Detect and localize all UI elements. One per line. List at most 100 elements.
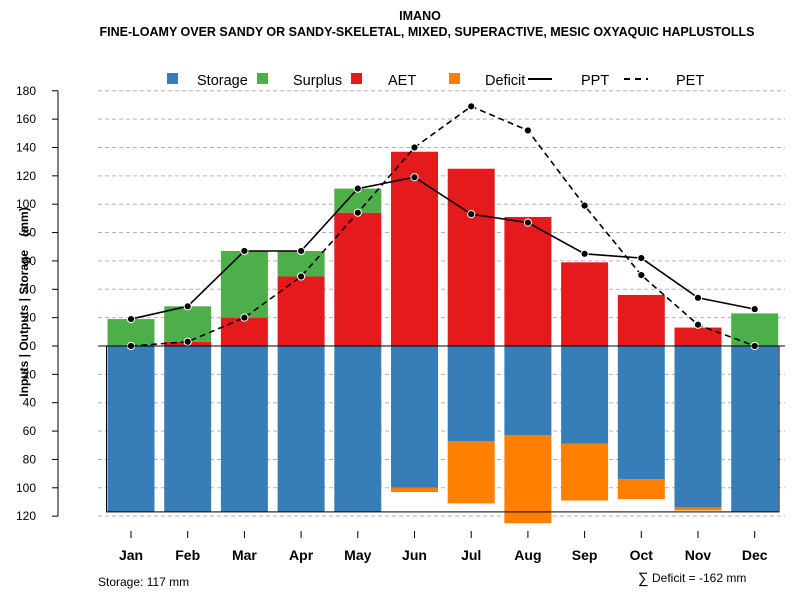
pet-line xyxy=(130,105,755,347)
storage-bar-mar xyxy=(220,346,268,512)
aet-bar-jul xyxy=(447,168,495,346)
storage-bar-oct xyxy=(617,346,665,480)
x-tick-label-may: May xyxy=(344,547,371,563)
y-tick-label: 80 xyxy=(23,226,37,240)
x-tick-label-jul: Jul xyxy=(461,547,481,563)
aet-bar-may xyxy=(334,212,382,346)
storage-bar-aug xyxy=(504,346,552,436)
deficit-bar-jul xyxy=(447,441,495,504)
pet-point-sep xyxy=(580,201,589,210)
storage-summary: Storage: 117 mm xyxy=(98,575,189,589)
pet-point-jul xyxy=(467,102,476,111)
gridlines xyxy=(98,90,785,517)
x-tick-label-mar: Mar xyxy=(232,547,257,563)
y-tick-label: 100 xyxy=(16,197,36,211)
chart-subtitle: FINE-LOAMY OVER SANDY OR SANDY-SKELETAL,… xyxy=(100,25,755,39)
y-tick-label: 40 xyxy=(23,282,37,296)
y-tick-label: 160 xyxy=(16,112,36,126)
ppt-point-sep xyxy=(580,249,589,258)
legend-label-deficit: Deficit xyxy=(485,73,525,89)
y-tick-label: 60 xyxy=(23,424,37,438)
surplus-bar-apr xyxy=(277,250,325,277)
x-tick-label-dec: Dec xyxy=(742,547,768,563)
legend-label-surplus: Surplus xyxy=(293,73,342,89)
pet-point-oct xyxy=(637,271,646,280)
deficit-bar-jun xyxy=(391,487,438,493)
storage-bar-apr xyxy=(277,346,325,512)
ppt-point-aug xyxy=(523,218,533,227)
aet-bar-sep xyxy=(561,262,609,346)
ppt-point-mar xyxy=(240,246,249,256)
aet-bar-jun xyxy=(391,151,438,346)
y-tick-label: 40 xyxy=(23,396,37,410)
x-tick-label-feb: Feb xyxy=(175,547,200,563)
y-tick-label: 120 xyxy=(16,509,36,523)
aet-bar-nov xyxy=(674,327,722,346)
legend-label-ppt: PPT xyxy=(581,73,609,89)
aet-bar-mar xyxy=(220,317,268,346)
ppt-point-nov xyxy=(693,293,703,302)
surplus-bar-dec xyxy=(731,313,779,346)
deficit-bar-oct xyxy=(617,479,665,500)
legend: Storage Surplus AET Deficit PPT PET xyxy=(167,73,704,89)
deficit-bar-aug xyxy=(504,435,552,524)
ppt-line xyxy=(130,176,755,320)
ppt-point-dec xyxy=(750,305,759,314)
x-tick-label-jan: Jan xyxy=(119,547,143,563)
x-tick-label-nov: Nov xyxy=(685,547,712,563)
ppt-point-apr xyxy=(297,246,306,256)
pet-point-nov xyxy=(693,320,703,329)
legend-label-aet: AET xyxy=(388,73,416,89)
y-tick-label: 100 xyxy=(16,481,36,495)
legend-swatch-surplus xyxy=(257,73,268,84)
ppt-point-jul xyxy=(467,210,476,219)
x-tick-label-oct: Oct xyxy=(630,547,654,563)
y-tick-label: 180 xyxy=(16,84,36,98)
x-tick-label-aug: Aug xyxy=(514,547,541,563)
x-tick-label-apr: Apr xyxy=(289,547,314,563)
surplus-bar-mar xyxy=(220,250,268,318)
x-tick-label-jun: Jun xyxy=(402,547,427,563)
pet-point-apr xyxy=(297,272,306,281)
ppt-point-oct xyxy=(637,253,646,263)
deficit-bar-sep xyxy=(561,443,609,501)
axes: 180 160 140 120 100 80 60 40 20 0 20 40 60 80 100 120 Ja… xyxy=(16,84,785,563)
y-tick-label: 20 xyxy=(23,311,37,325)
y-tick-label: 60 xyxy=(23,254,37,268)
x-tick-label-sep: Sep xyxy=(572,547,598,563)
sum-symbol: ∑ xyxy=(638,570,649,587)
series-lines xyxy=(126,102,759,351)
pet-point-aug xyxy=(523,126,533,135)
storage-bar-may xyxy=(334,346,382,512)
pet-point-feb xyxy=(183,337,192,346)
bars xyxy=(106,151,780,524)
storage-bar-jan xyxy=(107,346,155,512)
deficit-summary: Deficit = -162 mm xyxy=(652,571,746,585)
surplus-bar-feb xyxy=(164,306,212,342)
surplus-bar-jan xyxy=(107,319,155,346)
storage-bar-dec xyxy=(731,346,779,512)
ppt-point-jun xyxy=(410,173,419,182)
legend-swatch-deficit xyxy=(449,73,460,84)
y-tick-label: 140 xyxy=(16,140,36,154)
chart-title: IMANO xyxy=(399,9,441,23)
ppt-point-may xyxy=(353,184,362,193)
legend-swatch-aet xyxy=(351,73,362,84)
storage-bar-jun xyxy=(391,346,438,488)
storage-bar-jul xyxy=(447,346,495,442)
y-tick-label: 120 xyxy=(16,169,36,183)
storage-bar-sep xyxy=(561,346,609,444)
pet-point-jun xyxy=(410,143,419,152)
y-tick-label: 0 xyxy=(29,339,36,353)
aet-bar-aug xyxy=(504,216,552,346)
storage-bar-nov xyxy=(674,346,722,508)
legend-label-pet: PET xyxy=(676,73,704,89)
y-tick-label: 80 xyxy=(23,452,37,466)
pet-point-mar xyxy=(240,313,249,322)
pet-point-may xyxy=(353,208,362,217)
ppt-point-jan xyxy=(126,314,136,324)
y-tick-label: 20 xyxy=(23,367,37,381)
deficit-bar-nov xyxy=(674,507,722,511)
aet-bar-apr xyxy=(277,276,325,346)
